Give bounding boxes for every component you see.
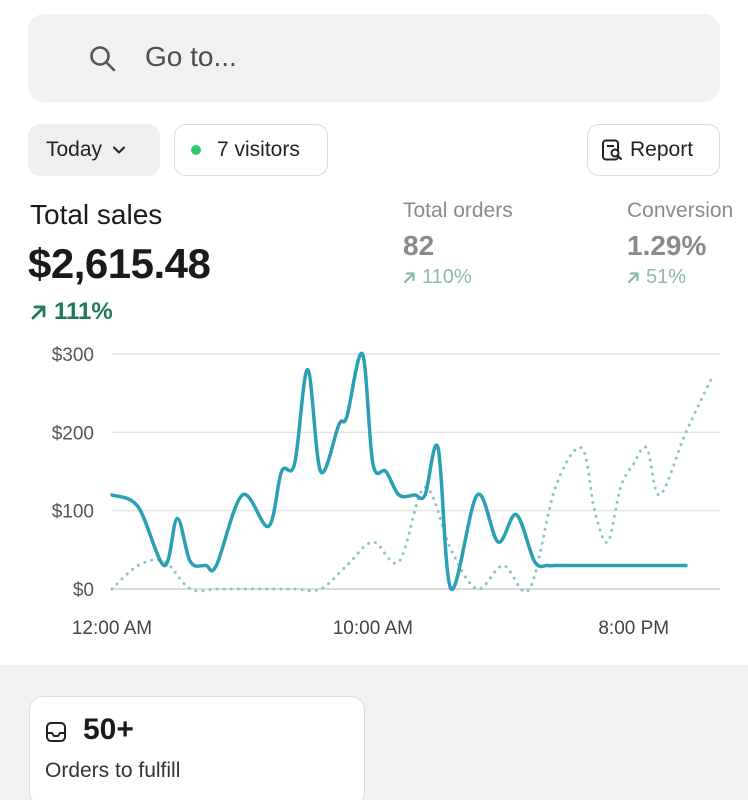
y-tick-label: $200 bbox=[52, 423, 94, 444]
chevron-down-icon bbox=[113, 146, 126, 154]
total-orders-change-value: 110% bbox=[422, 266, 472, 288]
report-label: Report bbox=[630, 138, 694, 161]
x-tick-label: 10:00 AM bbox=[333, 618, 413, 639]
total-orders-value: 82 bbox=[403, 230, 435, 261]
arrow-up-right-icon bbox=[31, 305, 46, 320]
total-sales-value: $2,615.48 bbox=[28, 240, 211, 287]
search-input[interactable]: Go to... bbox=[145, 41, 237, 72]
period-dropdown[interactable]: Today bbox=[28, 124, 160, 176]
live-status-dot bbox=[191, 145, 201, 155]
total-sales-change-value: 111% bbox=[54, 298, 113, 325]
total-orders-change: 110% bbox=[403, 266, 472, 289]
y-tick-label: $0 bbox=[73, 580, 94, 601]
comparison-series-line bbox=[110, 376, 714, 594]
y-tick-label: $100 bbox=[52, 502, 94, 523]
conversion-label[interactable]: Conversion bbox=[627, 199, 734, 222]
period-label: Today bbox=[46, 138, 103, 161]
total-sales-change: 111% bbox=[30, 298, 113, 326]
arrow-up-right-icon bbox=[403, 272, 415, 284]
x-tick-label: 12:00 AM bbox=[72, 618, 152, 639]
conversion-value: 1.29% bbox=[627, 230, 707, 261]
total-sales-label[interactable]: Total sales bbox=[30, 199, 163, 230]
visitors-label: 7 visitors bbox=[217, 138, 300, 161]
conversion-change-value: 51% bbox=[646, 266, 687, 288]
live-visitors-button[interactable]: 7 visitors bbox=[174, 124, 328, 176]
report-button[interactable]: Report bbox=[587, 124, 720, 176]
orders-to-fulfill-card[interactable]: 50+ Orders to fulfill bbox=[29, 696, 365, 800]
sales-line-chart[interactable]: $300 $200 $100 $0 12:00 AM 10:00 AM 8:00 PM bbox=[0, 330, 748, 650]
sales-series-line bbox=[110, 351, 688, 591]
arrow-up-right-icon bbox=[627, 272, 639, 284]
search-icon bbox=[90, 46, 116, 72]
inbox-icon bbox=[46, 722, 66, 742]
y-tick-label: $300 bbox=[52, 345, 94, 366]
x-tick-label: 8:00 PM bbox=[598, 618, 669, 639]
search-bar[interactable]: Go to... bbox=[28, 14, 720, 102]
report-icon bbox=[602, 139, 622, 161]
orders-to-fulfill-value: 50+ bbox=[83, 713, 134, 746]
total-orders-label[interactable]: Total orders bbox=[403, 199, 513, 222]
orders-to-fulfill-label: Orders to fulfill bbox=[45, 759, 181, 782]
conversion-change: 51% bbox=[627, 266, 686, 289]
